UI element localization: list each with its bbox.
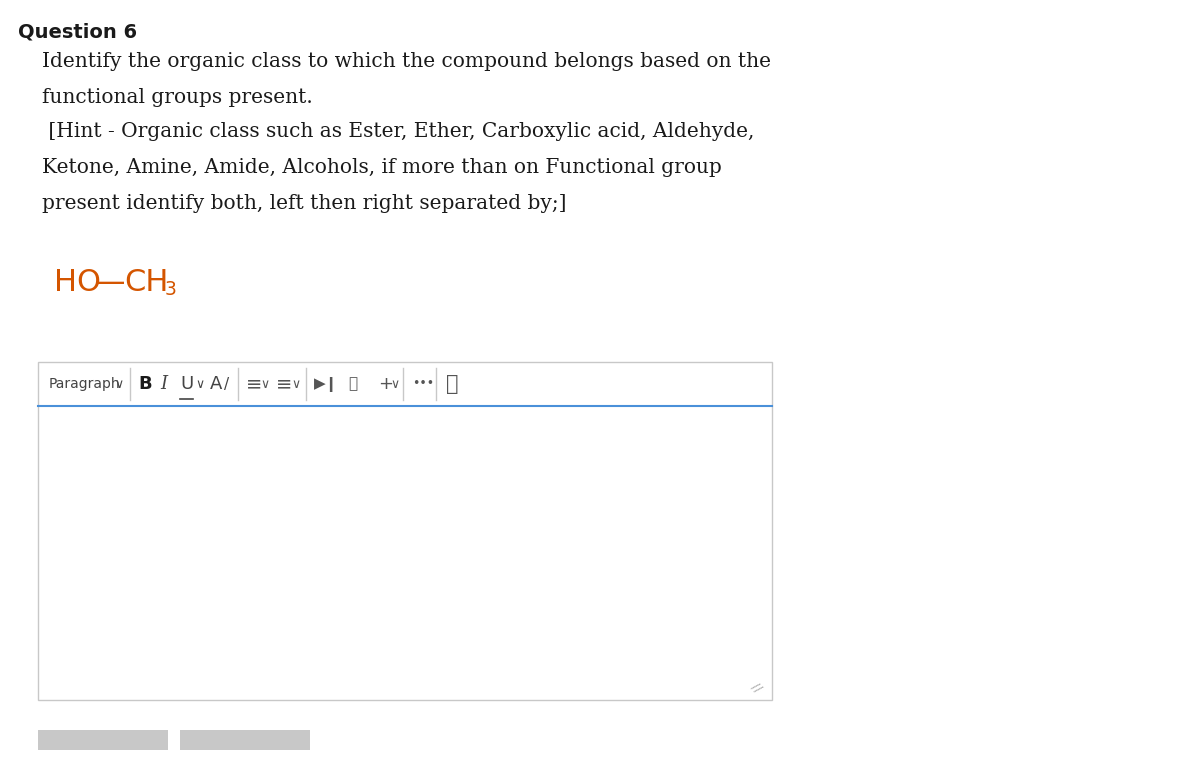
Text: 🔗: 🔗 [348,377,358,391]
Text: 3: 3 [166,280,176,299]
Text: I: I [160,375,167,393]
Text: Ketone, Amine, Amide, Alcohols, if more than on Functional group: Ketone, Amine, Amide, Alcohols, if more … [42,158,721,177]
Text: B: B [138,375,151,393]
Text: functional groups present.: functional groups present. [42,88,313,107]
Text: CH: CH [124,268,168,297]
Text: —: — [94,268,125,297]
Text: ∨: ∨ [114,378,124,391]
Text: ≡: ≡ [276,375,293,394]
Text: [Hint - Organic class such as Ester, Ether, Carboxylic acid, Aldehyde,: [Hint - Organic class such as Ester, Eth… [42,122,755,141]
Text: present identify both, left then right separated by;]: present identify both, left then right s… [42,194,566,213]
Text: •••: ••• [412,378,434,391]
Text: //: // [749,679,764,695]
Bar [38,362,772,700]
Text: ≡: ≡ [246,375,263,394]
Text: ∨: ∨ [292,378,300,391]
Bar [180,730,310,750]
Text: Identify the organic class to which the compound belongs based on the: Identify the organic class to which the … [42,52,772,71]
Text: HO: HO [54,268,101,297]
Text: ∨: ∨ [390,378,400,391]
Text: ∨: ∨ [260,378,269,391]
Text: /: / [224,377,229,391]
Text: Paragraph: Paragraph [49,377,121,391]
Text: ▶❙: ▶❙ [314,377,338,391]
Text: Question 6: Question 6 [18,22,137,41]
Text: ∨: ∨ [194,378,204,391]
Text: +: + [378,375,394,393]
Text: ⤢: ⤢ [446,374,458,394]
Text: U: U [180,375,193,393]
Text: A: A [210,375,222,393]
Bar [38,730,168,750]
